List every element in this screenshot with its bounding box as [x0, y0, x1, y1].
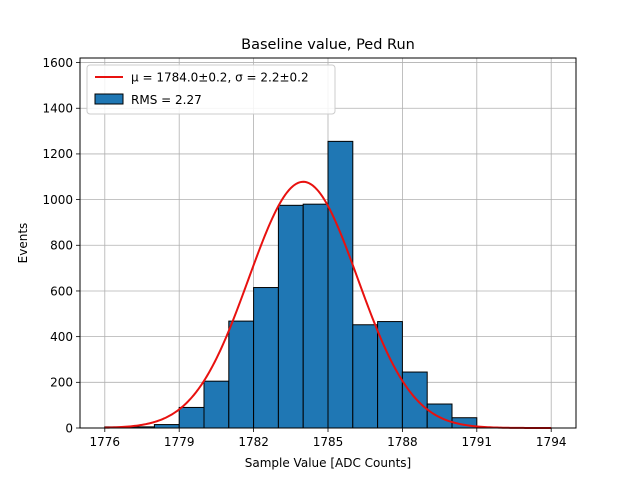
histogram-bar — [228, 320, 255, 429]
histogram-bar — [426, 403, 453, 429]
y-tick-label: 1200 — [42, 147, 73, 161]
x-tick-label: 1785 — [313, 435, 344, 449]
legend: μ = 1784.0±0.2, σ = 2.2±0.2 RMS = 2.27 — [86, 64, 336, 115]
y-tick-label: 1000 — [42, 193, 73, 207]
gaussian-fit-curve — [104, 180, 552, 429]
histogram-bar — [327, 140, 354, 429]
y-axis-ticks: 0 200 400 600 800 1000 1200 1400 1600 — [42, 56, 80, 435]
x-tick-label: 1794 — [536, 435, 567, 449]
histogram-bar — [277, 204, 304, 429]
histogram-bar — [203, 380, 230, 429]
legend-histogram-label: RMS = 2.27 — [131, 93, 202, 107]
x-tick-label: 1788 — [387, 435, 418, 449]
y-tick-label: 600 — [50, 284, 73, 298]
x-tick-label: 1776 — [90, 435, 121, 449]
legend-histogram-swatch — [94, 93, 124, 105]
x-axis-label: Sample Value [ADC Counts] — [245, 456, 411, 470]
y-tick-label: 0 — [65, 421, 73, 435]
chart-title: Baseline value, Ped Run — [241, 37, 415, 53]
histogram-bar — [352, 324, 379, 429]
x-tick-label: 1791 — [462, 435, 493, 449]
legend-fit-label: μ = 1784.0±0.2, σ = 2.2±0.2 — [131, 71, 309, 85]
y-tick-label: 800 — [50, 239, 73, 253]
y-tick-label: 400 — [50, 330, 73, 344]
histogram-bar — [401, 371, 428, 429]
x-axis-ticks: 1776 1779 1782 1785 1788 1791 1794 — [90, 428, 567, 449]
legend-box — [86, 64, 336, 115]
histogram-bar — [253, 287, 279, 429]
y-tick-label: 1600 — [42, 56, 73, 70]
histogram-bar — [153, 424, 180, 429]
y-axis-label: Events — [16, 223, 30, 264]
x-tick-label: 1779 — [164, 435, 195, 449]
histogram-bar — [302, 203, 329, 429]
y-tick-label: 1400 — [42, 102, 73, 116]
y-tick-label: 200 — [50, 376, 73, 390]
histogram-bar — [178, 406, 205, 429]
x-tick-label: 1782 — [238, 435, 269, 449]
